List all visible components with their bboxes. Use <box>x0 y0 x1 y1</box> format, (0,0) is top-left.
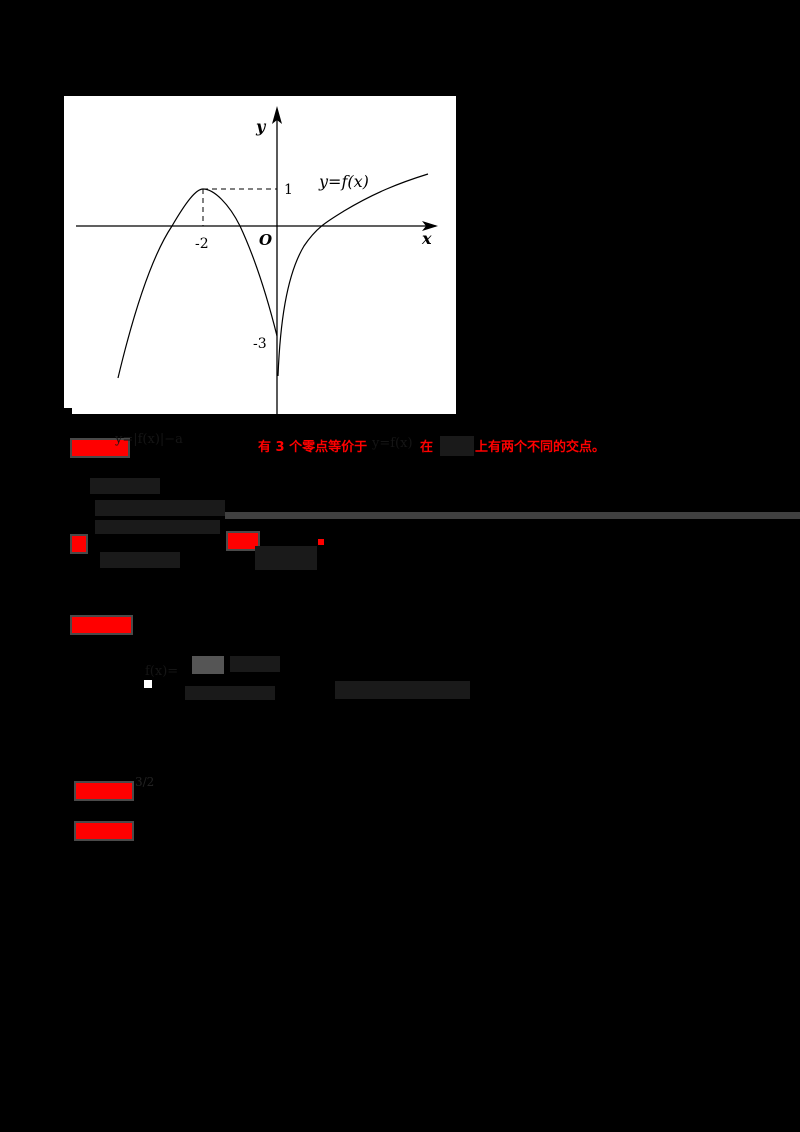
y-axis-label: y <box>255 117 267 136</box>
figure-corner-mark <box>64 408 72 414</box>
case-1-marker: ① <box>70 534 88 554</box>
white-pixel-mark <box>144 680 152 688</box>
tick-y-1: 1 <box>284 182 293 198</box>
zero-count-text: 有 3 个零点等价于 <box>258 440 368 455</box>
detail-label: 【详解】 <box>69 438 131 458</box>
derivation-line-3 <box>95 520 220 534</box>
interval-formula <box>335 681 470 699</box>
piecewise-function-lhs: f(x)= <box>145 664 179 679</box>
analysis-label: 【解析】 <box>73 821 135 841</box>
curve-label: y=f(x) <box>318 172 369 191</box>
piecewise-function-case-1 <box>192 656 224 674</box>
zai-text: 在 <box>420 440 434 455</box>
intersection-text: 上有两个不同的交点。 <box>475 440 606 455</box>
tick-x-neg2: -2 <box>195 236 209 252</box>
piecewise-function-case-2 <box>185 686 275 700</box>
answer-value: 3/2 <box>135 775 155 789</box>
red-dot-marker <box>318 539 324 545</box>
function-graph-figure: y x O y=f(x) -2 1 -3 <box>64 96 456 414</box>
piecewise-condition-1 <box>230 656 280 672</box>
expression-fx: y=f(x) <box>372 436 413 451</box>
expression-abs-f: y=|f(x)|−a <box>115 432 183 447</box>
derivation-line-2 <box>95 500 225 516</box>
derivation-line-1 <box>90 478 160 494</box>
horizontal-rule <box>225 512 800 519</box>
derivation-line-4 <box>100 552 180 568</box>
answer-label: 【答案】 <box>73 781 135 801</box>
origin-label: O <box>259 231 272 249</box>
log-expression <box>255 546 317 570</box>
x-axis-label: x <box>421 229 432 248</box>
tick-y-neg3: -3 <box>253 336 267 352</box>
interval-expression <box>440 436 474 456</box>
case-2-marker: ② <box>226 531 260 551</box>
choose-answer-label: 故选：D. <box>70 615 133 635</box>
